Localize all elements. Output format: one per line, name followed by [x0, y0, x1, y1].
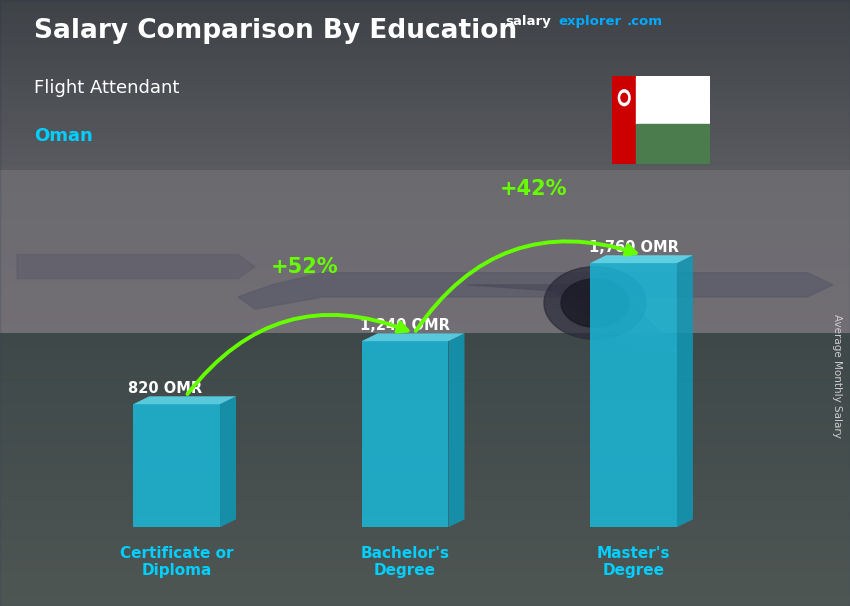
Circle shape: [544, 267, 646, 339]
Polygon shape: [449, 333, 464, 527]
Polygon shape: [361, 333, 464, 341]
Polygon shape: [133, 404, 220, 527]
Text: 820 OMR: 820 OMR: [128, 381, 202, 396]
Polygon shape: [220, 396, 236, 527]
Text: Oman: Oman: [34, 127, 93, 145]
Text: 1,240 OMR: 1,240 OMR: [360, 318, 450, 333]
Polygon shape: [590, 263, 677, 527]
Circle shape: [621, 93, 627, 102]
Bar: [637, 124, 710, 164]
Polygon shape: [361, 341, 449, 527]
Text: Salary Comparison By Education: Salary Comparison By Education: [34, 18, 517, 44]
Text: Average Monthly Salary: Average Monthly Salary: [832, 314, 842, 438]
Text: +42%: +42%: [499, 179, 567, 199]
Bar: [637, 76, 710, 124]
Text: 1,760 OMR: 1,760 OMR: [588, 240, 678, 255]
Circle shape: [561, 279, 629, 327]
Polygon shape: [133, 396, 236, 404]
Text: explorer: explorer: [558, 15, 621, 28]
Circle shape: [618, 90, 630, 105]
Text: Flight Attendant: Flight Attendant: [34, 79, 179, 97]
Text: +52%: +52%: [271, 257, 338, 277]
Polygon shape: [17, 255, 255, 279]
Text: .com: .com: [626, 15, 662, 28]
Text: salary: salary: [506, 15, 552, 28]
Polygon shape: [590, 255, 693, 263]
Polygon shape: [677, 255, 693, 527]
Polygon shape: [238, 273, 833, 309]
Bar: [612, 76, 637, 164]
Polygon shape: [468, 285, 680, 351]
